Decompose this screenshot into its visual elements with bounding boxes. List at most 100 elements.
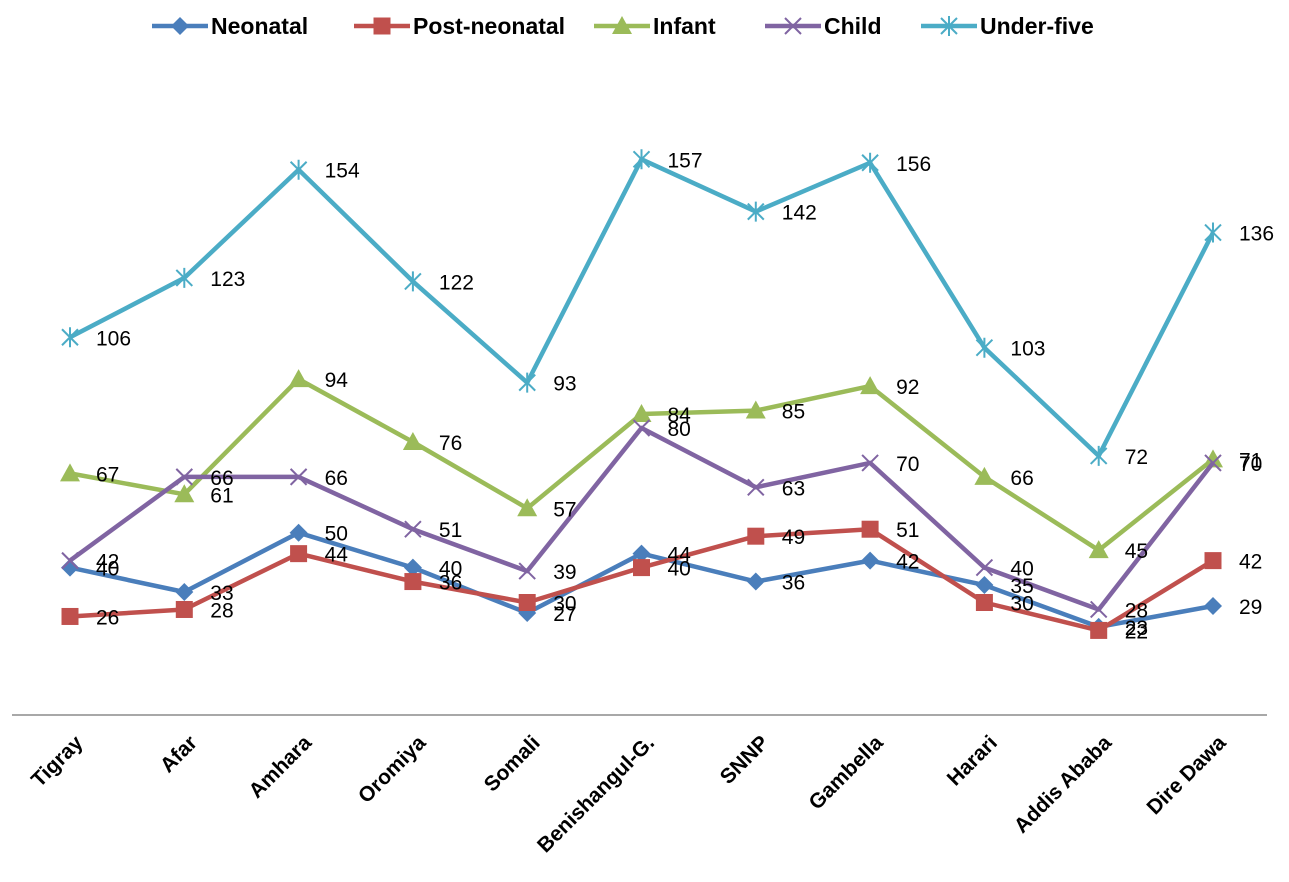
data-label-under-five: 72	[1125, 446, 1148, 469]
data-label-child: 66	[210, 467, 233, 490]
data-label-under-five: 142	[782, 202, 817, 225]
data-label-child: 39	[553, 561, 576, 584]
data-label-infant: 94	[325, 369, 349, 392]
data-point-under-five	[404, 271, 422, 292]
data-label-infant: 66	[1010, 467, 1033, 490]
data-label-neonatal: 40	[96, 558, 119, 581]
data-point-infant	[1203, 449, 1223, 468]
data-point-neonatal	[746, 572, 765, 591]
data-label-under-five: 154	[325, 160, 360, 183]
data-label-neonatal: 40	[439, 558, 462, 581]
data-point-under-five	[632, 149, 651, 170]
data-label-under-five: 93	[553, 373, 576, 396]
data-label-infant: 57	[553, 498, 576, 521]
category-label: Harari	[943, 731, 1002, 790]
data-label-post-neonatal: 51	[896, 519, 919, 542]
plot-area	[60, 149, 1223, 639]
data-point-neonatal	[861, 551, 880, 570]
category-axis: Tigray Afar Amhara Oromiya SomaliBenishangul…	[27, 731, 1231, 857]
data-labels: 40 33 50 40 27 44 36 42 35 23 29 26 28 44 36 30 40 49 51 30…	[96, 149, 1274, 643]
legend-marker-x-icon	[784, 17, 802, 35]
legend-item-under-five: Under-five	[921, 13, 1094, 39]
legend: Neonatal Post-neonatal Infant Child Under-fi…	[152, 13, 1094, 39]
data-label-under-five: 106	[96, 327, 131, 350]
data-label-neonatal: 36	[782, 572, 805, 595]
category-label: Gambella	[805, 731, 888, 814]
series-line-post-neonatal	[69, 526, 1215, 633]
data-point-infant	[631, 404, 652, 423]
data-point-child	[175, 468, 194, 486]
data-label-infant: 92	[896, 376, 919, 399]
data-label-infant: 61	[210, 484, 233, 507]
data-label-under-five: 123	[210, 268, 245, 291]
legend-marker-diamond-icon	[171, 17, 189, 35]
data-label-post-neonatal: 44	[325, 544, 349, 567]
data-point-child	[861, 454, 879, 472]
data-point-neonatal	[61, 558, 79, 577]
data-label-child: 28	[1125, 599, 1148, 622]
data-point-child	[975, 558, 994, 577]
data-label-child: 63	[782, 477, 805, 500]
legend-marker-asterisk-icon	[940, 16, 958, 36]
data-point-under-five	[289, 159, 308, 180]
data-label-neonatal: 33	[210, 582, 233, 605]
data-point-neonatal	[1204, 596, 1222, 615]
data-point-infant	[60, 463, 80, 482]
category-label: Oromiya	[354, 731, 431, 808]
data-label-under-five: 103	[1010, 338, 1045, 361]
data-point-infant	[745, 400, 766, 419]
legend-label: Post-neonatal	[413, 13, 565, 39]
data-label-infant: 76	[439, 432, 462, 455]
legend-label: Infant	[653, 13, 716, 39]
data-label-post-neonatal: 49	[782, 526, 805, 549]
series-infant	[60, 369, 1223, 559]
data-label-under-five: 156	[896, 153, 931, 176]
data-point-child	[518, 562, 536, 580]
data-point-child	[747, 478, 765, 497]
data-point-child	[404, 520, 422, 538]
data-point-post-neonatal	[518, 594, 536, 611]
data-label-infant: 71	[1239, 449, 1262, 472]
data-point-post-neonatal	[975, 594, 993, 611]
data-point-post-neonatal	[1090, 621, 1108, 639]
legend-item-neonatal: Neonatal	[152, 13, 308, 39]
data-point-infant	[1088, 540, 1109, 559]
data-point-neonatal	[175, 583, 194, 602]
series-under-five	[61, 149, 1222, 466]
legend-item-post-neonatal: Post-neonatal	[354, 13, 565, 39]
data-label-post-neonatal: 30	[553, 593, 576, 616]
data-point-infant	[174, 484, 195, 503]
data-label-under-five: 122	[439, 271, 474, 294]
data-point-child	[1204, 454, 1222, 472]
data-point-post-neonatal	[61, 607, 79, 625]
data-point-post-neonatal	[861, 520, 879, 538]
data-label-post-neonatal: 40	[668, 558, 691, 581]
series-post-neonatal	[61, 520, 1222, 639]
category-label: Amhara	[245, 731, 317, 803]
data-label-infant: 67	[96, 463, 119, 486]
data-point-post-neonatal	[747, 527, 765, 545]
data-point-child	[632, 419, 651, 437]
legend-label: Neonatal	[211, 13, 308, 39]
data-label-child: 40	[1010, 558, 1033, 581]
data-label-child: 42	[96, 551, 119, 574]
category-label: Tigray	[27, 731, 88, 792]
series-child	[61, 419, 1222, 619]
data-label-infant: 85	[782, 401, 805, 424]
category-label: Addis Ababa	[1010, 731, 1117, 838]
data-label-post-neonatal: 26	[96, 606, 119, 629]
data-label-child: 70	[896, 453, 919, 476]
data-point-child	[289, 468, 308, 486]
data-point-under-five	[747, 201, 765, 222]
data-label-post-neonatal: 42	[1239, 551, 1262, 574]
data-label-child: 70	[1239, 453, 1262, 476]
data-label-post-neonatal: 30	[1010, 593, 1033, 616]
legend-marker-square-icon	[373, 17, 391, 35]
data-point-under-five	[975, 337, 994, 358]
data-label-child: 80	[668, 418, 691, 441]
data-label-post-neonatal: 28	[210, 599, 233, 622]
data-point-child	[1089, 600, 1108, 619]
data-label-under-five: 136	[1239, 223, 1274, 246]
data-point-under-five	[518, 372, 536, 393]
